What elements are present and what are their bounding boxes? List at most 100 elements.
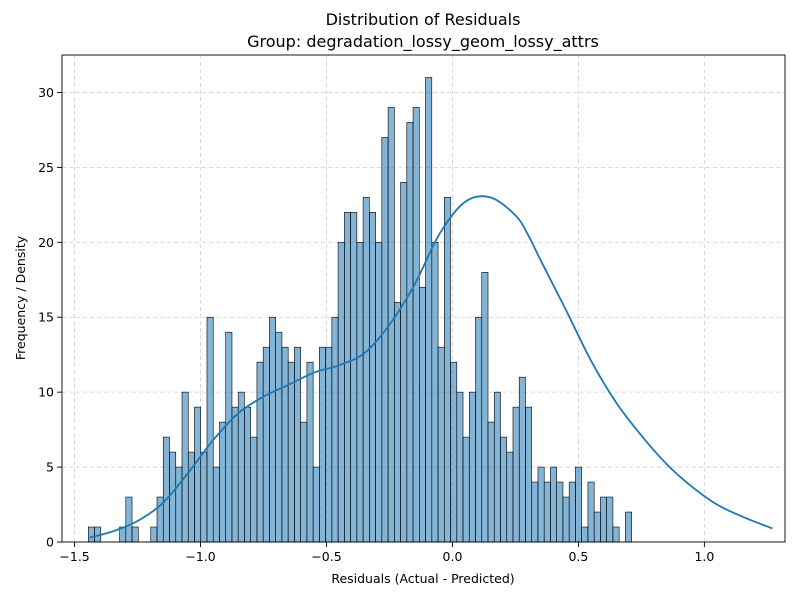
histogram-bar [369,212,376,543]
histogram-bar [312,466,320,543]
histogram-bar [287,361,295,543]
histogram-bar [175,466,183,543]
histogram-bar [556,481,564,543]
histogram-bar [169,451,177,543]
histogram-bar [206,316,214,543]
x-tick-label: −0.5 [311,549,341,564]
histogram-bar [443,197,451,543]
histogram-bar [450,361,458,543]
histogram-bar [518,376,526,543]
histogram-bar [306,361,314,543]
histogram-bar [237,391,245,543]
histogram-bar [344,212,351,543]
histogram-bar [468,391,476,543]
histogram-bar [568,481,576,543]
y-tick-label: 15 [38,310,54,325]
kde-layer [89,195,773,539]
histogram-bar [225,331,233,543]
histogram-bar [531,481,539,543]
histogram-bar [269,316,276,543]
x-tick-label: 0.5 [568,549,588,564]
histogram-bar [550,466,558,543]
histogram-bar [581,526,589,543]
histogram-bar [525,406,533,543]
histogram-bar [394,301,401,543]
histogram-bar [462,436,470,543]
histogram-bar [425,77,433,543]
histogram-bar [356,242,364,543]
histogram-bar [381,137,389,543]
histogram-bar [400,182,408,543]
histogram-bar [250,436,258,543]
histogram-bar [88,526,95,543]
histogram-bar [562,496,570,543]
histogram-bar [481,271,489,543]
histogram-bar [244,406,251,543]
kde-curve [89,195,773,539]
x-tick-label: −1.0 [185,549,215,564]
plot-frame [61,54,786,543]
histogram-bar [612,526,620,543]
histogram-bar [150,526,158,543]
y-tick-label: 10 [38,385,54,400]
histogram-bar [281,346,289,543]
histogram-bar [512,406,520,543]
y-tick-label: 30 [38,85,54,100]
chart-title: Distribution of Residuals [326,10,521,29]
x-tick-label: 0.0 [443,549,463,564]
histogram-bar [431,242,439,543]
histogram-bar [337,242,345,543]
histogram-bar [575,466,582,543]
y-tick-label: 20 [38,235,54,250]
histogram-bar [625,511,632,543]
x-axis-label: Residuals (Actual - Predicted) [331,571,514,586]
histogram-bar [275,331,283,543]
histogram-bar [181,391,189,543]
x-tick-label: 1.0 [694,549,714,564]
histogram-bar [219,421,227,543]
histogram-bar [256,361,264,543]
histogram-bar [437,346,445,543]
histogram-bar [406,122,414,543]
y-axis-label: Frequency / Density [13,235,28,360]
histogram-bar [500,436,508,543]
histogram-bar [162,436,170,543]
histogram-bar [419,286,426,543]
histogram-bar [375,242,383,543]
histogram-bar [212,466,220,543]
histogram-bar [475,316,483,543]
y-tick-label: 25 [38,160,54,175]
histogram-bar [587,481,595,543]
histogram-bar [543,481,551,543]
histogram-bars [88,77,632,543]
y-tick-label: 0 [46,535,54,550]
histogram-bar [194,406,202,543]
histogram-bar [350,212,358,543]
histogram-bar [331,316,339,543]
histogram-bar [493,391,501,543]
histogram-bar [231,406,239,543]
histogram-bar [412,107,420,543]
y-axis-ticks: 0 5 10 15 20 25 30 [38,85,62,550]
histogram-bar [294,346,301,543]
histogram-bar [319,346,326,543]
histogram-bar [593,511,601,543]
histogram-bar [300,421,308,543]
histogram-bar [506,451,514,543]
histogram-bar [131,526,139,543]
histogram-bar [362,197,370,543]
histogram-bar [487,421,495,543]
y-tick-label: 5 [46,460,54,475]
histogram-bar [200,451,208,543]
histogram-bar [325,346,333,543]
x-axis-ticks: −1.5 −1.0 −0.5 0.0 0.5 1.0 [59,542,714,564]
histogram-bar [537,466,545,543]
histogram-bar [125,496,133,543]
chart-subtitle: Group: degradation_lossy_geom_lossy_attr… [247,32,599,52]
histogram-bar [606,496,614,543]
histogram-bar [262,346,270,543]
histogram-bar [600,496,607,543]
histogram-bar [456,391,464,543]
x-tick-label: −1.5 [59,549,89,564]
